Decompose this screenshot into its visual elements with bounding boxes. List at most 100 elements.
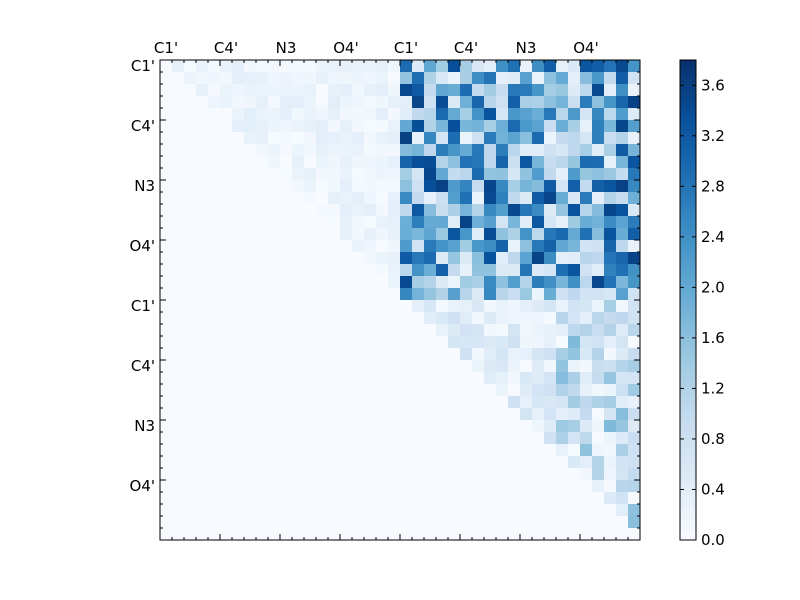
heatmap-cell xyxy=(196,72,209,85)
left-tick-label: N3 xyxy=(134,417,155,435)
heatmap-cell xyxy=(376,168,389,181)
heatmap-cell xyxy=(280,312,293,325)
heatmap-cell xyxy=(520,336,533,349)
heatmap-cell xyxy=(304,120,317,133)
heatmap-cell xyxy=(544,96,557,109)
heatmap-cell xyxy=(568,132,581,145)
heatmap-cell xyxy=(196,288,209,301)
heatmap-cell xyxy=(616,480,629,493)
heatmap-cell xyxy=(244,252,257,265)
heatmap-cell xyxy=(628,84,641,97)
heatmap-cell xyxy=(424,84,437,97)
heatmap-cell xyxy=(628,216,641,229)
heatmap-cell xyxy=(544,396,557,409)
heatmap-cell xyxy=(232,408,245,421)
heatmap-cell xyxy=(556,192,569,205)
heatmap-cell xyxy=(220,432,233,445)
heatmap-cell xyxy=(544,240,557,253)
heatmap-cell xyxy=(268,384,281,397)
heatmap-cell xyxy=(232,144,245,157)
heatmap-cell xyxy=(424,324,437,337)
heatmap-cell xyxy=(544,192,557,205)
heatmap-cell xyxy=(412,336,425,349)
heatmap-cell xyxy=(172,108,185,121)
heatmap-cell xyxy=(424,60,437,73)
heatmap-cell xyxy=(304,480,317,493)
heatmap-cell xyxy=(220,168,233,181)
heatmap-cell xyxy=(388,348,401,361)
heatmap-cell xyxy=(496,192,509,205)
heatmap-cell xyxy=(208,360,221,373)
heatmap-cell xyxy=(412,180,425,193)
heatmap-cell xyxy=(220,456,233,469)
heatmap-cell xyxy=(172,300,185,313)
heatmap-cell xyxy=(436,492,449,505)
heatmap-cell xyxy=(460,312,473,325)
heatmap-cell xyxy=(448,276,461,289)
heatmap-cell xyxy=(292,528,305,541)
heatmap-cell xyxy=(232,432,245,445)
heatmap-cell xyxy=(412,108,425,121)
heatmap-cell xyxy=(208,228,221,241)
heatmap-cell xyxy=(316,168,329,181)
heatmap-cell xyxy=(268,72,281,85)
left-tick-label: C1' xyxy=(131,57,155,75)
heatmap-cell xyxy=(196,456,209,469)
heatmap-cell xyxy=(508,408,521,421)
heatmap-cell xyxy=(352,336,365,349)
heatmap-cell xyxy=(448,228,461,241)
heatmap-cell xyxy=(340,264,353,277)
heatmap-cell xyxy=(208,216,221,229)
heatmap-cell xyxy=(580,516,593,529)
heatmap-cell xyxy=(328,384,341,397)
heatmap-cell xyxy=(328,180,341,193)
heatmap-cell xyxy=(388,96,401,109)
heatmap-cell xyxy=(604,468,617,481)
heatmap-cell xyxy=(268,396,281,409)
heatmap-cell xyxy=(352,240,365,253)
heatmap-cell xyxy=(580,384,593,397)
heatmap-cell xyxy=(448,396,461,409)
heatmap-cell xyxy=(232,492,245,505)
heatmap-cell xyxy=(604,276,617,289)
heatmap-cell xyxy=(268,144,281,157)
heatmap-cell xyxy=(616,324,629,337)
heatmap-cell xyxy=(304,264,317,277)
heatmap-cell xyxy=(484,156,497,169)
heatmap-cell xyxy=(604,300,617,313)
heatmap-cell xyxy=(364,408,377,421)
heatmap-cell xyxy=(400,312,413,325)
heatmap-cell xyxy=(292,264,305,277)
heatmap-cell xyxy=(484,288,497,301)
heatmap-cell xyxy=(400,144,413,157)
heatmap-cell xyxy=(352,156,365,169)
heatmap-cell xyxy=(520,120,533,133)
heatmap-cell xyxy=(232,252,245,265)
heatmap-cell xyxy=(172,72,185,85)
heatmap-cell xyxy=(484,120,497,133)
heatmap-cell xyxy=(400,528,413,541)
heatmap-cell xyxy=(340,456,353,469)
heatmap-cell xyxy=(340,84,353,97)
heatmap-cell xyxy=(388,276,401,289)
heatmap-cell xyxy=(460,324,473,337)
heatmap-cell xyxy=(304,300,317,313)
heatmap-cell xyxy=(460,528,473,541)
heatmap-cell xyxy=(352,216,365,229)
heatmap-cell xyxy=(268,456,281,469)
heatmap-cell xyxy=(520,480,533,493)
heatmap-cell xyxy=(352,480,365,493)
heatmap-cell xyxy=(508,60,521,73)
heatmap-cell xyxy=(400,360,413,373)
heatmap-cell xyxy=(280,72,293,85)
heatmap-cell xyxy=(508,156,521,169)
heatmap-cell xyxy=(412,372,425,385)
heatmap-cell xyxy=(340,432,353,445)
heatmap-cell xyxy=(544,336,557,349)
heatmap-cell xyxy=(448,72,461,85)
heatmap-cell xyxy=(520,228,533,241)
heatmap-cell xyxy=(304,228,317,241)
heatmap-cell xyxy=(220,300,233,313)
heatmap-cell xyxy=(376,108,389,121)
heatmap-cell xyxy=(364,396,377,409)
